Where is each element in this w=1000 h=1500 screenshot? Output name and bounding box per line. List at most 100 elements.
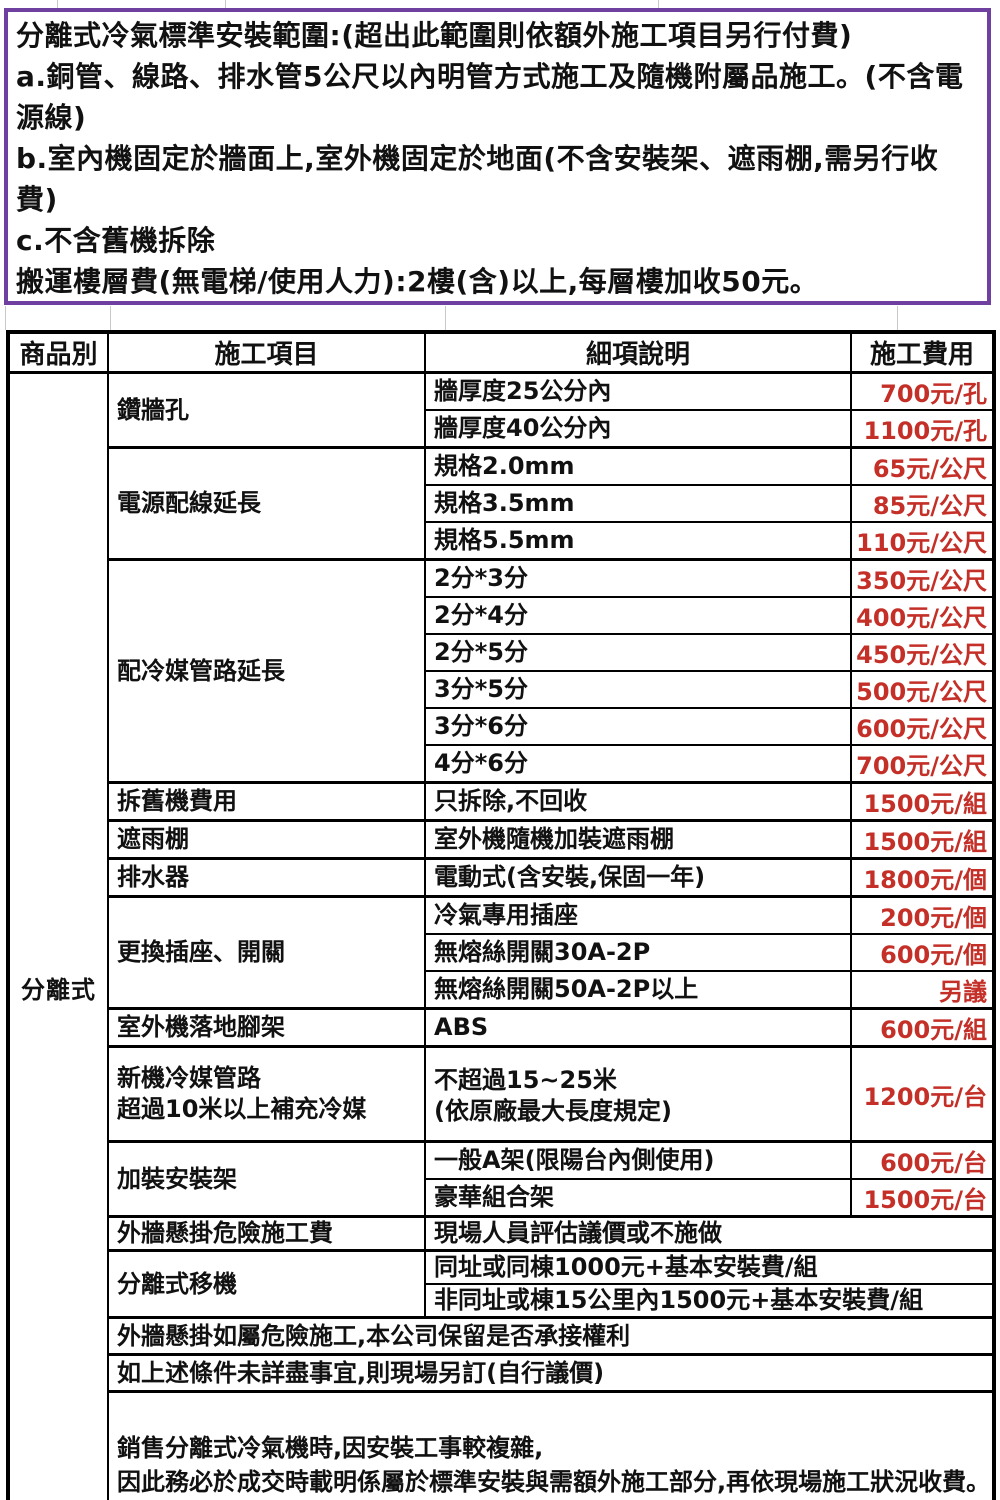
- detail-cell: 4分*6分: [424, 744, 852, 784]
- detail-cell: 不超過15~25米 (依原廠最大長度規定): [424, 1045, 852, 1143]
- table-row: 2分*4分 400元/公尺: [8, 596, 995, 635]
- detail-cell: 無熔絲開關30A-2P: [424, 933, 852, 972]
- table-row: 外牆懸掛如屬危險施工,本公司保留是否承接權利: [8, 1316, 995, 1356]
- table-row: 豪華組合架 1500元/台: [8, 1178, 995, 1218]
- table-row: 規格3.5mm 85元/公尺: [8, 484, 995, 523]
- table-row: 如上述條件未詳盡事宜,則現場另訂(自行議價): [8, 1353, 995, 1393]
- table-row: 電源配線延長 規格2.0mm 65元/公尺: [8, 446, 995, 561]
- category-cell: 分離式: [7, 371, 109, 1500]
- note-cell: 銷售分離式冷氣機時,因安裝工事較複雜, 因此務必於成交時載明係屬於標準安裝與需額…: [107, 1390, 995, 1500]
- table-row: 分離式移機 同址或同棟1000元+基本安裝費/組: [8, 1249, 995, 1319]
- work-item-cell: 分離式移機: [107, 1249, 426, 1319]
- table-row: 無熔絲開關30A-2P 600元/個: [8, 933, 995, 972]
- fee-cell: 500元/公尺: [850, 670, 995, 709]
- work-item-cell: 室外機落地腳架: [107, 1007, 426, 1048]
- excel-gridline: [5, 306, 6, 330]
- fee-cell: 600元/個: [850, 933, 995, 972]
- detail-cell: 現場人員評估議價或不施做: [424, 1215, 995, 1252]
- table-row: 加裝安裝架 一般A架(限陽台內側使用) 600元/台: [8, 1140, 995, 1218]
- notice-line-title: 分離式冷氣標準安裝範圍:(超出此範圍則依額外施工項目另行付費): [16, 19, 853, 52]
- col-header-product-type: 商品別: [7, 331, 109, 374]
- notice-line-floor-fee: 搬運樓層費(無電梯/使用人力):2樓(含)以上,每層樓加收50元。: [16, 265, 819, 298]
- detail-cell: 2分*4分: [424, 596, 852, 635]
- installation-notice-box: 分離式冷氣標準安裝範圍:(超出此範圍則依額外施工項目另行付費) a.銅管、線路、…: [4, 8, 991, 305]
- detail-cell: 規格2.0mm: [424, 446, 852, 486]
- notice-line-b: b.室內機固定於牆面上,室外機固定於地面(不含安裝架、遮雨棚,需另行收費): [16, 142, 939, 216]
- fee-cell: 700元/公尺: [850, 744, 995, 784]
- detail-cell: 電動式(含安裝,保固一年): [424, 857, 852, 898]
- table-row: 銷售分離式冷氣機時,因安裝工事較複雜, 因此務必於成交時載明係屬於標準安裝與需額…: [8, 1390, 995, 1500]
- table-row: 規格5.5mm 110元/公尺: [8, 521, 995, 561]
- table-row: 室外機落地腳架 ABS 600元/組: [8, 1007, 995, 1048]
- excel-gridline: [658, 0, 659, 9]
- fee-cell: 65元/公尺: [850, 446, 995, 486]
- detail-cell: 只拆除,不回收: [424, 781, 852, 822]
- table-row: 更換插座、開關 冷氣專用插座 200元/個: [8, 895, 995, 1010]
- work-item-cell: 配冷媒管路延長: [107, 558, 426, 784]
- fee-cell: 450元/公尺: [850, 633, 995, 672]
- detail-cell: 豪華組合架: [424, 1178, 852, 1218]
- table-row: 4分*6分 700元/公尺: [8, 744, 995, 784]
- detail-cell: 牆厚度40公分內: [424, 409, 852, 449]
- table-header-row: 商品別 施工項目 細項說明 施工費用: [7, 331, 995, 374]
- excel-gridline: [57, 0, 58, 9]
- fee-cell: 600元/組: [850, 1007, 995, 1048]
- fee-cell: 另議: [850, 970, 995, 1010]
- table-row: 拆舊機費用 只拆除,不回收 1500元/組: [8, 781, 995, 822]
- fee-cell: 85元/公尺: [850, 484, 995, 523]
- fee-cell: 350元/公尺: [850, 558, 995, 598]
- detail-cell: 2分*3分: [424, 558, 852, 598]
- fee-cell: 200元/個: [850, 895, 995, 935]
- excel-gridline: [225, 0, 226, 9]
- table-row: 分離式 鑽牆孔 牆厚度25公分內 700元/孔: [7, 371, 995, 1500]
- detail-cell: 無熔絲開關50A-2P以上: [424, 970, 852, 1010]
- detail-cell: 規格5.5mm: [424, 521, 852, 561]
- fee-cell: 600元/公尺: [850, 707, 995, 746]
- note-cell: 如上述條件未詳盡事宜,則現場另訂(自行議價): [107, 1353, 995, 1393]
- fee-cell: 1500元/台: [850, 1178, 995, 1218]
- detail-cell: ABS: [424, 1007, 852, 1048]
- detail-cell: 非同址或棟15公里內1500元+基本安裝費/組: [424, 1283, 995, 1319]
- table-row: 排水器 電動式(含安裝,保固一年) 1800元/個: [8, 857, 995, 898]
- table-row: 3分*5分 500元/公尺: [8, 670, 995, 709]
- work-item-cell: 更換插座、開關: [107, 895, 426, 1010]
- excel-gridline: [897, 306, 898, 330]
- table-row: 無熔絲開關50A-2P以上 另議: [8, 970, 995, 1010]
- table-row: 3分*6分 600元/公尺: [8, 707, 995, 746]
- work-item-cell: 遮雨棚: [107, 819, 426, 860]
- detail-cell: 冷氣專用插座: [424, 895, 852, 935]
- work-item-cell: 外牆懸掛危險施工費: [107, 1215, 426, 1252]
- fee-cell: 1500元/組: [850, 819, 995, 860]
- fee-cell: 110元/公尺: [850, 521, 995, 561]
- pricing-table: 商品別 施工項目 細項說明 施工費用 分離式 鑽牆孔 牆厚度25公分內 700元/孔牆…: [6, 330, 996, 1500]
- col-header-work-item: 施工項目: [107, 331, 426, 374]
- work-item-cell: 新機冷媒管路 超過10米以上補充冷媒: [107, 1045, 426, 1143]
- work-item-cell: 排水器: [107, 857, 426, 898]
- fee-cell: 1800元/個: [850, 857, 995, 898]
- detail-cell: 同址或同棟1000元+基本安裝費/組: [424, 1249, 995, 1285]
- fee-cell: 1100元/孔: [850, 409, 995, 449]
- fee-cell: 1200元/台: [850, 1045, 995, 1143]
- detail-cell: 室外機隨機加裝遮雨棚: [424, 819, 852, 860]
- detail-cell: 3分*6分: [424, 707, 852, 746]
- pricing-table-body: 分離式 鑽牆孔 牆厚度25公分內 700元/孔 牆厚度40公分內 1100元/孔 電源配線延…: [7, 371, 995, 1500]
- work-item-cell: 拆舊機費用: [107, 781, 426, 822]
- work-item-cell: 加裝安裝架: [107, 1140, 426, 1218]
- detail-cell: 一般A架(限陽台內側使用): [424, 1140, 852, 1180]
- table-row: 新機冷媒管路 超過10米以上補充冷媒 不超過15~25米 (依原廠最大長度規定) 1…: [8, 1045, 995, 1143]
- table-row: 非同址或棟15公里內1500元+基本安裝費/組: [8, 1283, 995, 1319]
- work-item-cell: 電源配線延長: [107, 446, 426, 561]
- excel-gridline: [110, 306, 111, 330]
- fee-cell: 700元/孔: [850, 371, 995, 411]
- col-header-fee: 施工費用: [850, 331, 995, 374]
- note-cell: 外牆懸掛如屬危險施工,本公司保留是否承接權利: [107, 1316, 995, 1356]
- detail-cell: 2分*5分: [424, 633, 852, 672]
- table-row: 遮雨棚 室外機隨機加裝遮雨棚 1500元/組: [8, 819, 995, 860]
- table-row: 牆厚度40公分內 1100元/孔: [8, 409, 995, 449]
- table-row: 2分*5分 450元/公尺: [8, 633, 995, 672]
- excel-gridline: [445, 306, 446, 330]
- fee-cell: 600元/台: [850, 1140, 995, 1180]
- fee-cell: 1500元/組: [850, 781, 995, 822]
- notice-line-c: c.不含舊機拆除: [16, 224, 216, 257]
